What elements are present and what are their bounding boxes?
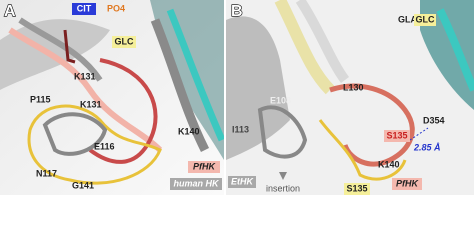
panel-label: A bbox=[4, 3, 16, 20]
panel-a-image bbox=[0, 0, 226, 195]
annotation: N117 bbox=[36, 168, 57, 178]
panel-b-image bbox=[226, 0, 474, 195]
panel-label: B bbox=[231, 3, 243, 20]
annotation: P115 bbox=[30, 94, 51, 104]
annotation: S135 bbox=[386, 130, 407, 140]
figure: A CIT PO4 GLC K131 P115 K131 E116 K140 N… bbox=[0, 0, 474, 195]
legend-entry: PfHK bbox=[193, 161, 216, 171]
annotation: G141 bbox=[72, 180, 94, 190]
annotation: S135 bbox=[346, 183, 367, 193]
annotation: L130 bbox=[343, 82, 364, 92]
annotation: GLA bbox=[398, 14, 417, 24]
annotation: I113 bbox=[232, 124, 249, 134]
legend-entry: human HK bbox=[174, 178, 221, 188]
annotation: K140 bbox=[178, 126, 200, 136]
annotation: K131 bbox=[74, 71, 96, 81]
annotation: K140 bbox=[378, 159, 400, 169]
annotation: CIT bbox=[77, 3, 92, 13]
annotation: E108 bbox=[270, 95, 291, 105]
annotation: PO4 bbox=[107, 3, 125, 13]
annotation: 2.85 Å bbox=[413, 142, 441, 152]
annotation: GLC bbox=[115, 36, 134, 46]
annotation: GLC bbox=[416, 14, 435, 24]
annotation: K131 bbox=[80, 99, 102, 109]
annotation: D354 bbox=[423, 115, 445, 125]
annotation: E116 bbox=[94, 141, 115, 151]
annotation: insertion bbox=[266, 183, 300, 193]
legend-entry: PfHK bbox=[396, 178, 419, 188]
legend-entry: EtHK bbox=[231, 176, 254, 186]
